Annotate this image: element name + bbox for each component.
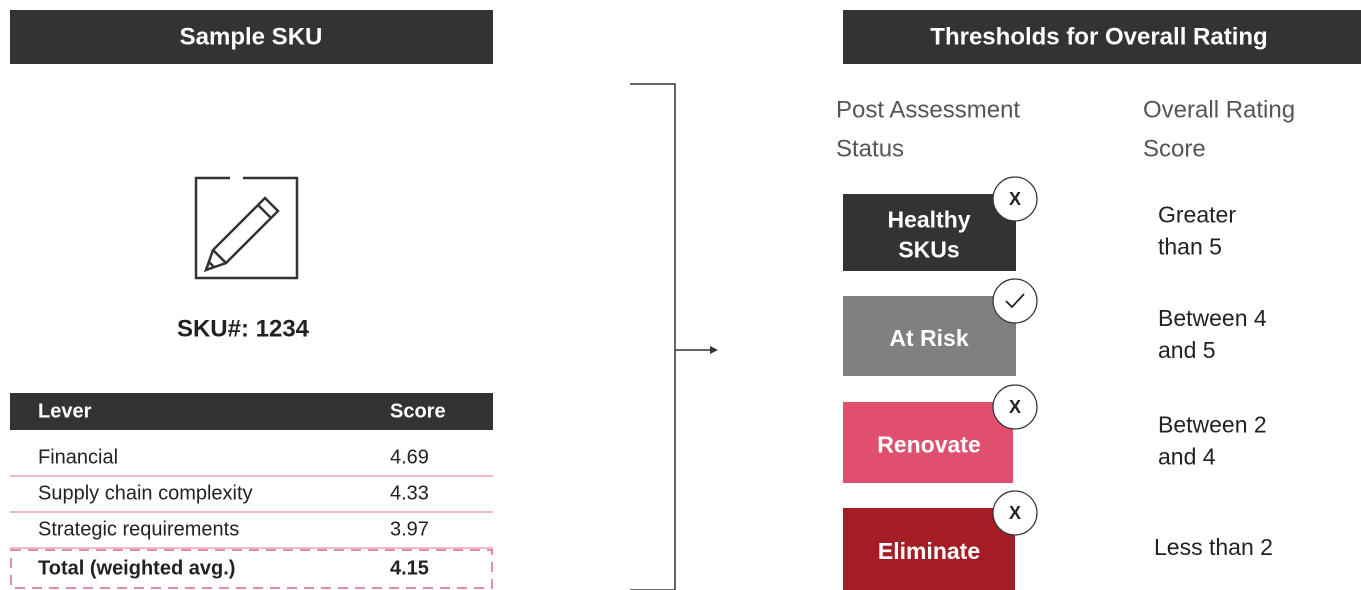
check-mark [1005, 293, 1025, 309]
column-head: Status [836, 135, 904, 162]
table-cell: Financial [38, 446, 118, 468]
table-cell: 4.33 [390, 482, 429, 504]
table-cell: Supply chain complexity [38, 482, 253, 504]
bracket [630, 83, 676, 590]
left-title: Sample SKU [180, 23, 323, 50]
status-box [843, 508, 1015, 590]
table-cell: Strategic requirements [38, 518, 239, 540]
score-range: and 5 [1158, 337, 1216, 363]
arrow-head [710, 346, 718, 354]
badge [992, 384, 1038, 430]
score-range: Greater [1158, 202, 1236, 228]
right-header [843, 10, 1361, 64]
score-range: Between 4 [1158, 305, 1267, 331]
score-range: and 4 [1158, 444, 1216, 470]
column-head: Post Assessment [836, 96, 1020, 123]
total-label: Total (weighted avg.) [38, 557, 235, 579]
table-head-cell: Score [390, 400, 446, 422]
status-label: Healthy [887, 207, 970, 233]
badge-mark: X [1009, 503, 1021, 523]
status-box [843, 194, 1016, 271]
badge-mark: X [1009, 189, 1021, 209]
pencil-icon [194, 176, 299, 280]
left-header [10, 10, 493, 64]
column-head: Overall Rating [1143, 96, 1295, 123]
status-label: Eliminate [878, 538, 980, 564]
right-title: Thresholds for Overall Rating [930, 23, 1267, 50]
status-box [843, 296, 1016, 376]
total-score: 4.15 [390, 557, 429, 579]
badge [992, 278, 1038, 324]
column-head: Score [1143, 135, 1206, 162]
table-cell: 3.97 [390, 518, 429, 540]
badge [992, 490, 1038, 536]
table-head-cell: Lever [38, 400, 92, 422]
total-highlight [10, 549, 493, 589]
status-label: Renovate [877, 432, 981, 458]
status-box [843, 402, 1013, 483]
badge-mark: X [1009, 397, 1021, 417]
status-label: SKUs [898, 237, 959, 263]
table-cell: 4.69 [390, 446, 429, 468]
score-range: Between 2 [1158, 412, 1267, 438]
score-range: Less than 2 [1154, 534, 1273, 560]
score-range: than 5 [1158, 234, 1222, 260]
sku-label: SKU#: 1234 [177, 315, 310, 342]
table-header [10, 393, 493, 430]
status-label: At Risk [889, 325, 968, 351]
badge [992, 176, 1038, 222]
